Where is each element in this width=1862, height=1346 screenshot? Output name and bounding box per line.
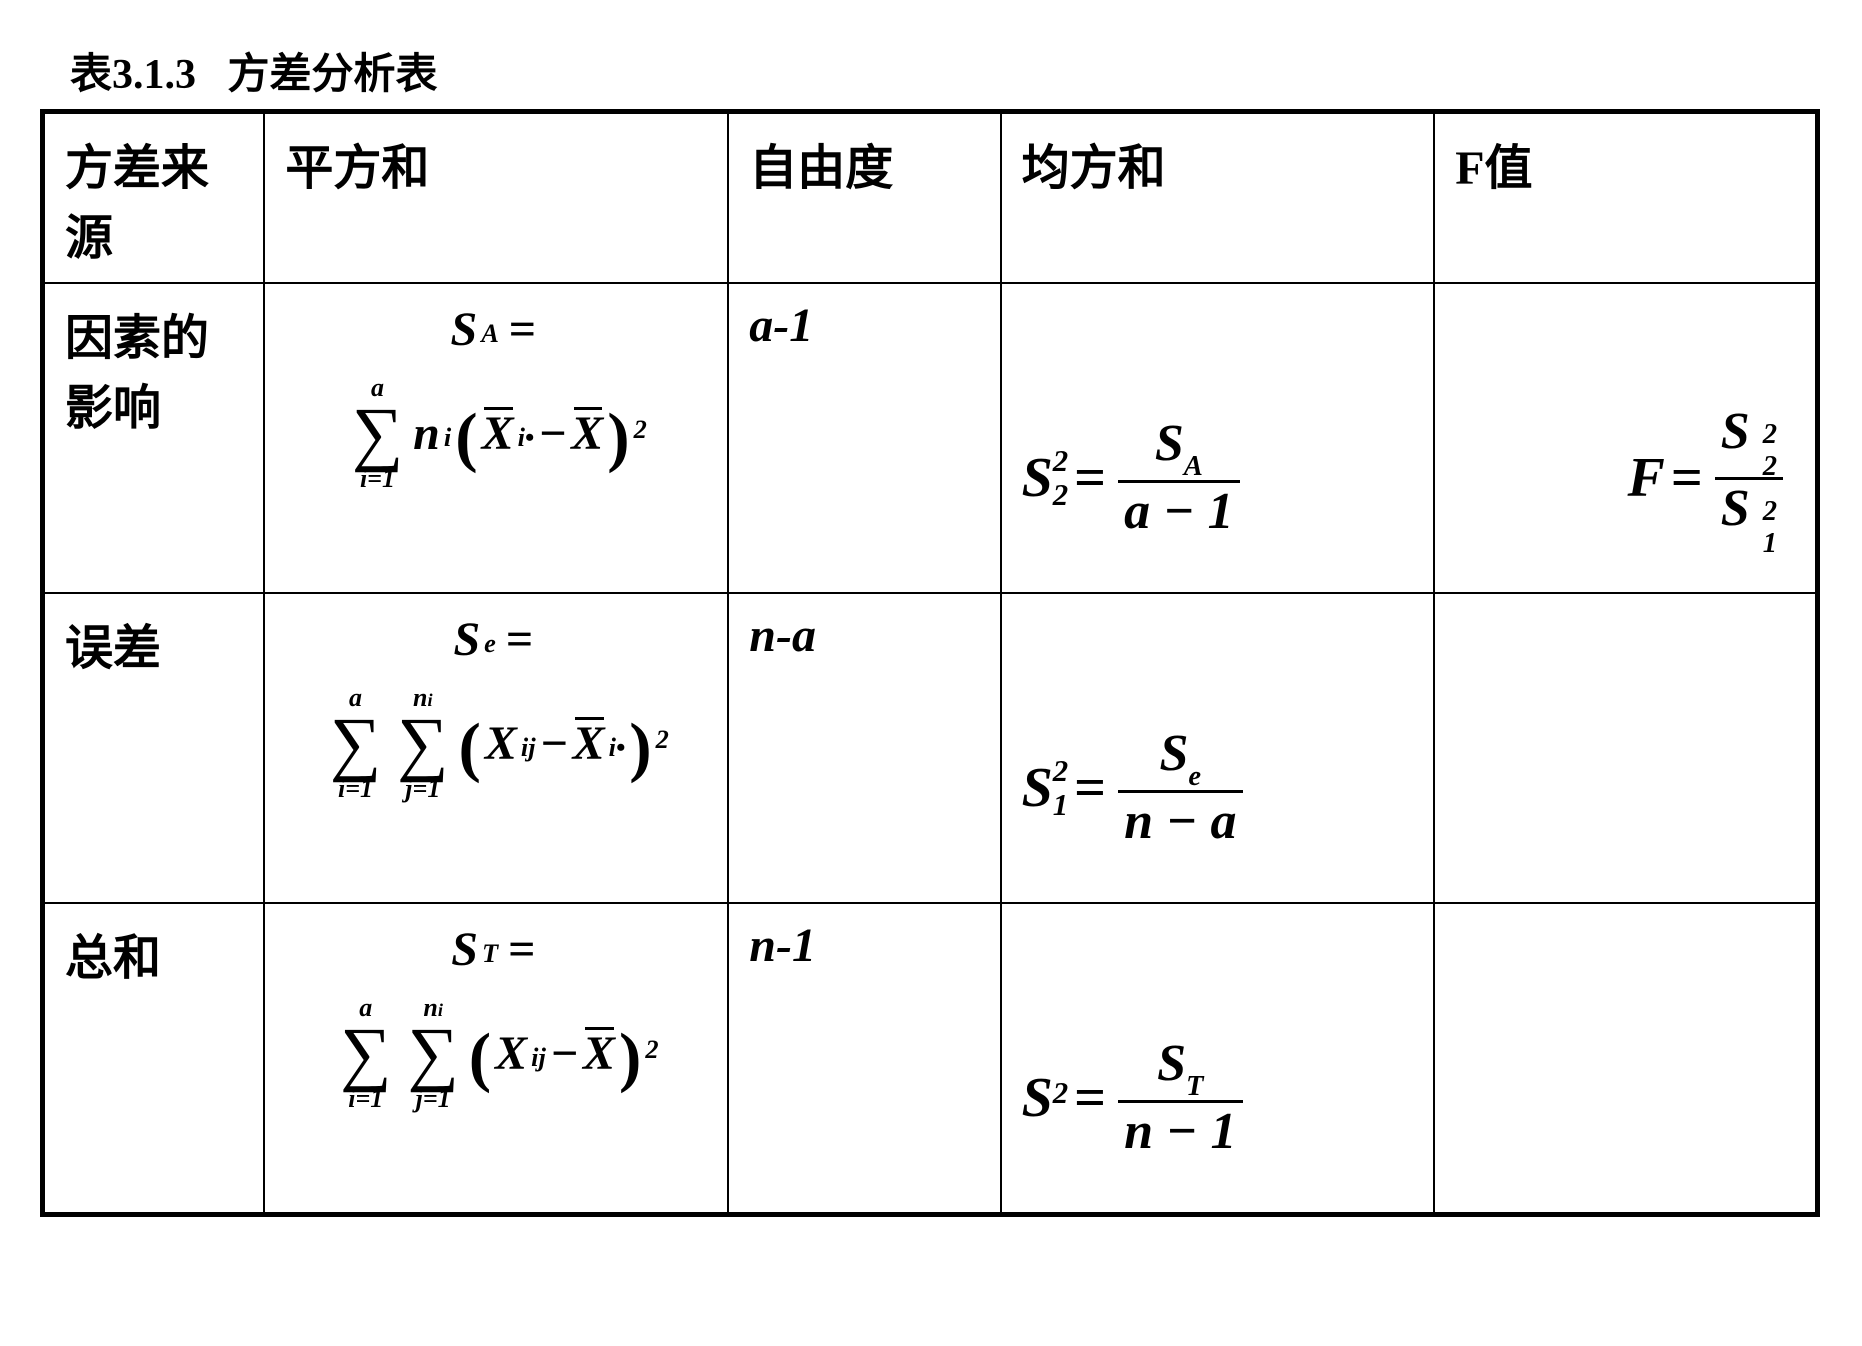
total-f (1434, 903, 1817, 1215)
x-bar: X (583, 1026, 615, 1081)
table-caption: 表3.1.3 方差分析表 (40, 40, 1822, 101)
total-ss-rhs: a ∑ i=1 ni ∑ j=1 ( Xij − X )2 (334, 995, 658, 1112)
sigma-icon: a ∑ i=1 (330, 685, 381, 802)
error-ss-lhs: S e = (453, 612, 539, 667)
x-bar: X (571, 406, 603, 461)
x-bar-i-dot: X (482, 406, 514, 461)
row-error: 误差 S e = a ∑ i=1 ni ∑ j=1 (43, 593, 1818, 903)
error-source: 误差 (43, 593, 265, 903)
x-bar-i-dot: X (573, 716, 605, 771)
error-df: n-a (728, 593, 1000, 903)
header-source: 方差来源 (43, 112, 265, 284)
sigma-icon: ni ∑ j=1 (407, 995, 458, 1112)
header-df: 自由度 (728, 112, 1000, 284)
factor-source: 因素的影响 (43, 283, 265, 593)
caption-prefix: 表3.1.3 (70, 52, 196, 98)
sigma-icon: a ∑ i=1 (340, 995, 391, 1112)
error-ss: S e = a ∑ i=1 ni ∑ j=1 ( X (264, 593, 728, 903)
factor-ss-lhs: S A = (450, 302, 542, 357)
fraction: S 2 2 S 2 1 (1715, 405, 1783, 552)
fraction: ST n − 1 (1118, 1037, 1242, 1160)
fraction: SA a − 1 (1118, 417, 1240, 540)
factor-f: F = S 2 2 S (1434, 283, 1817, 593)
total-source: 总和 (43, 903, 265, 1215)
total-ms: S 2 = ST n − 1 (1001, 903, 1435, 1215)
header-ms: 均方和 (1001, 112, 1435, 284)
error-ss-rhs: a ∑ i=1 ni ∑ j=1 ( Xij − Xi• )2 (324, 685, 669, 802)
error-f (1434, 593, 1817, 903)
sigma-icon: a ∑ i=1 (352, 375, 403, 492)
caption-title: 方差分析表 (228, 52, 438, 98)
total-df: n-1 (728, 903, 1000, 1215)
factor-ms: S 2 2 = SA a − 1 (1001, 283, 1435, 593)
error-ms: S 2 1 = Se n − a (1001, 593, 1435, 903)
header-ss: 平方和 (264, 112, 728, 284)
table-header-row: 方差来源 平方和 自由度 均方和 F值 (43, 112, 1818, 284)
row-total: 总和 S T = a ∑ i=1 ni ∑ j=1 (43, 903, 1818, 1215)
factor-ss: S A = a ∑ i=1 ni ( Xi• − X )2 (264, 283, 728, 593)
anova-table: 方差来源 平方和 自由度 均方和 F值 因素的影响 S A = a ∑ i=1 (40, 109, 1820, 1217)
header-f: F值 (1434, 112, 1817, 284)
row-factor: 因素的影响 S A = a ∑ i=1 ni ( Xi• − (43, 283, 1818, 593)
total-ss: S T = a ∑ i=1 ni ∑ j=1 ( X (264, 903, 728, 1215)
sigma-icon: ni ∑ j=1 (397, 685, 448, 802)
factor-ss-rhs: a ∑ i=1 ni ( Xi• − X )2 (346, 375, 647, 492)
factor-df: a-1 (728, 283, 1000, 593)
fraction: Se n − a (1118, 727, 1242, 850)
total-ss-lhs: S T = (451, 922, 541, 977)
